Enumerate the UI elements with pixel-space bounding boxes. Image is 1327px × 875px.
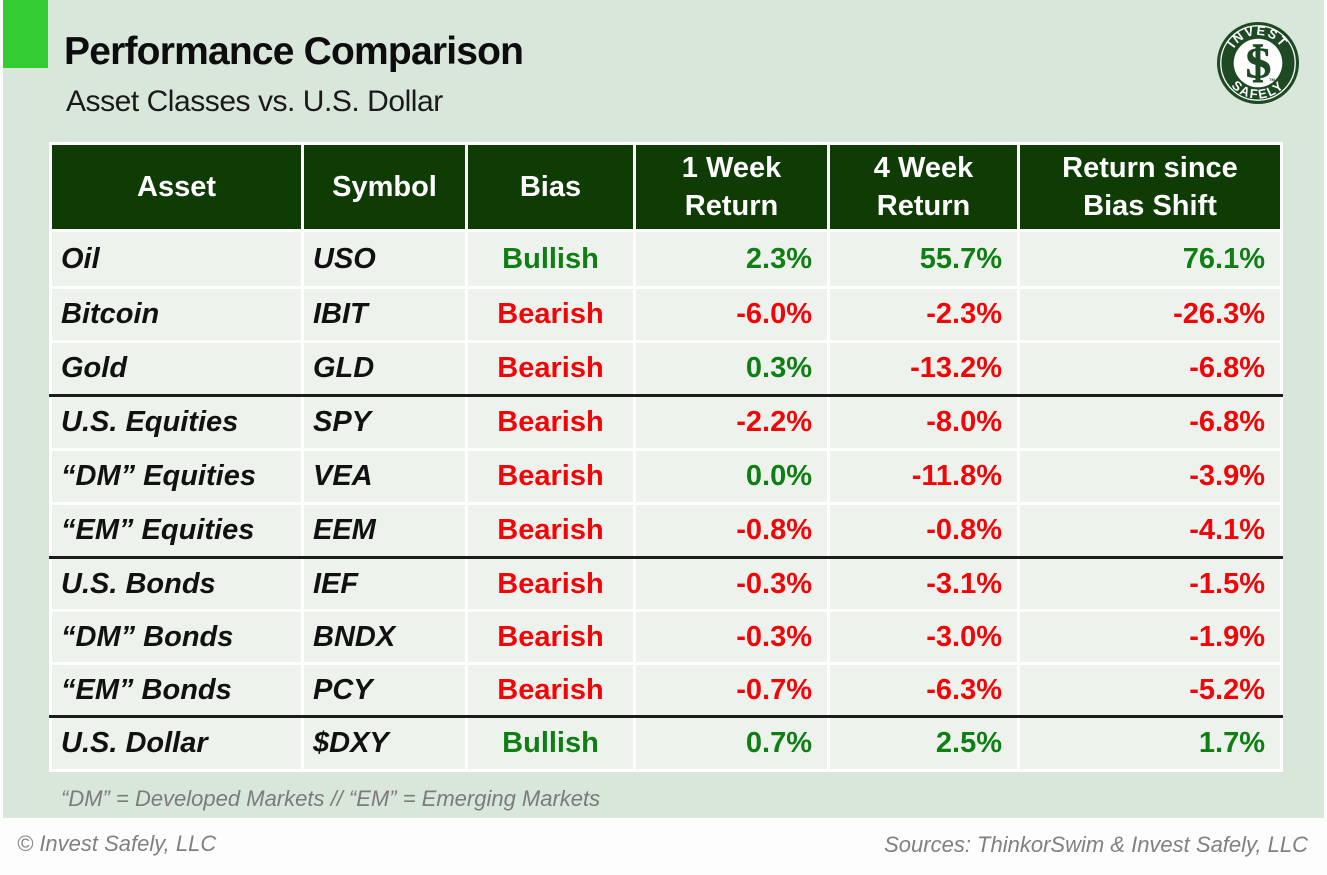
svg-text:TM: TM [1269,77,1275,82]
svg-text:S: S [1244,39,1272,87]
svg-text:I: I [1252,31,1264,95]
